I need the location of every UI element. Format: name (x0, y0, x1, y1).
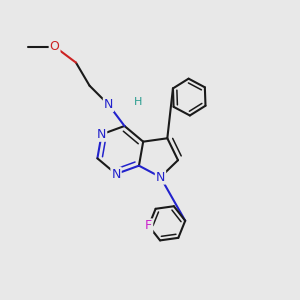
Text: N: N (156, 171, 165, 184)
Text: O: O (50, 40, 59, 53)
Text: N: N (104, 98, 113, 111)
Text: H: H (134, 97, 142, 106)
Text: N: N (97, 128, 106, 141)
Text: N: N (111, 167, 121, 181)
Text: F: F (145, 219, 152, 232)
